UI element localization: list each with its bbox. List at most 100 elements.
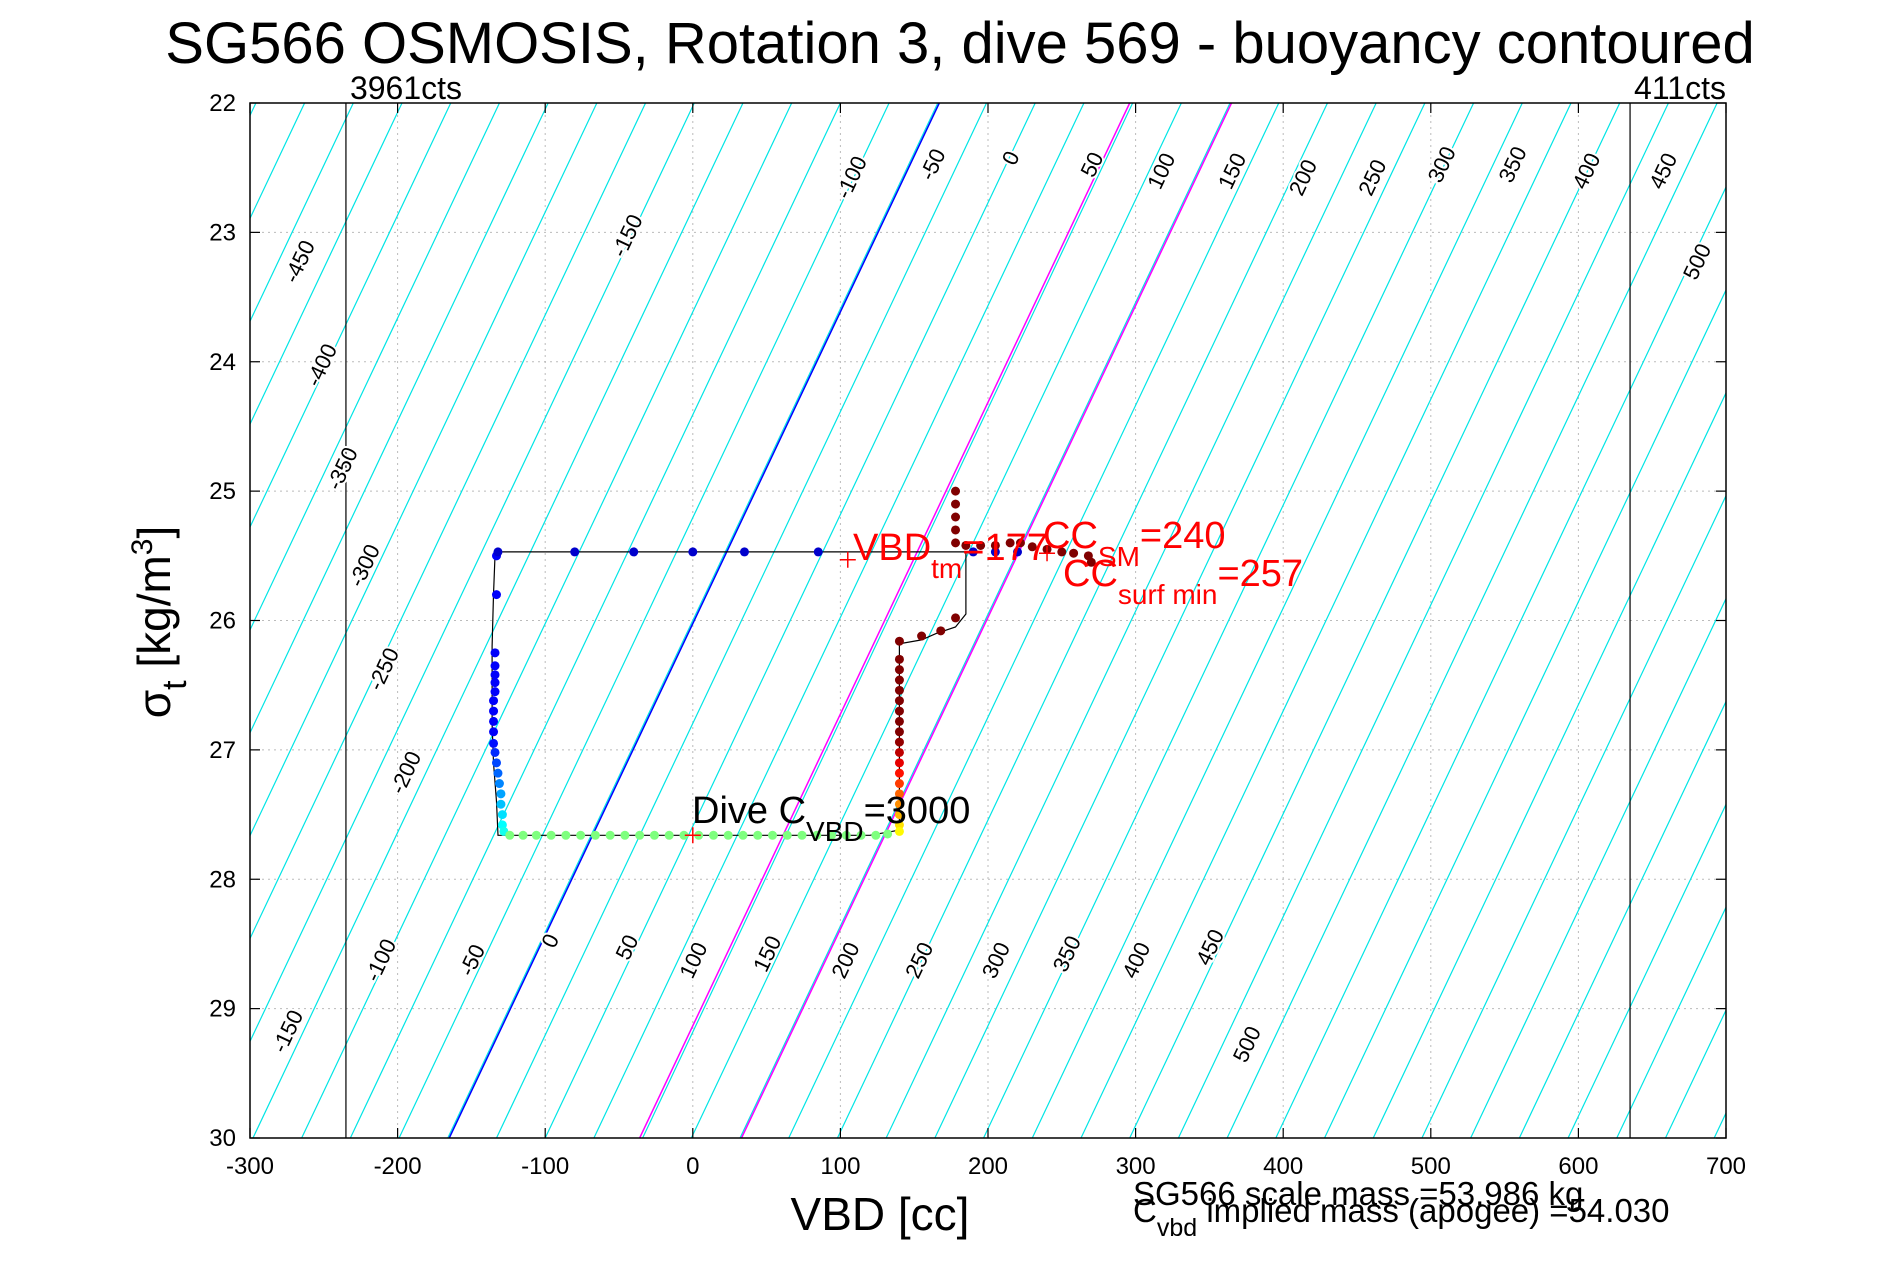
y-tick-label-8: 30 [209,1125,236,1152]
surface-sample-point [1013,547,1023,557]
y-tick-label-5: 27 [209,737,236,764]
descent-sample-point [894,789,904,799]
contour-line [250,103,354,323]
x-tick-label-7: 400 [1263,1153,1303,1180]
footer-implied-mass: Cvbd implied mass (apogee) =54.030 [1133,1192,1670,1242]
bottom-sample-point [605,830,615,840]
bottom-sample-point [856,830,866,840]
contour-label-top-11: 100 [1142,149,1180,193]
count-limit-label-0: 3961cts [350,70,462,106]
bottom-sample-point [590,830,600,840]
bottom-sample-point [841,830,851,840]
contour-line [1080,103,1572,1138]
contour-label-top-14: 250 [1353,155,1391,199]
contour-label-bottom-1: -100 [360,935,401,986]
bottom-sample-point [505,830,515,840]
contour-label-top-16: 350 [1493,143,1531,187]
bottom-sample-point [827,830,837,840]
bottom-sample-point [753,830,763,840]
x-tick-label-9: 600 [1558,1153,1598,1180]
annotation-vbd-tm: VBDtm=177 [853,527,1048,584]
x-tick-label-1: -200 [374,1153,422,1180]
surface-dark-sample-point [951,613,961,623]
contour-line [1616,905,1726,1138]
bottom-sample-point [576,830,586,840]
contour-line [1275,185,1726,1138]
surface-dark-sample-point [917,631,927,641]
contour-line [0,103,61,1138]
bottom-sample-point [782,830,792,840]
surface-dark-sample-point [951,538,961,548]
x-axis-label: VBD [cc] [791,1188,970,1240]
descent-sample-point [894,737,904,747]
contour-label-bottom-10: 350 [1048,932,1086,976]
descent-sample-point [894,727,904,737]
contour-line [495,103,988,1138]
bottom-sample-point [679,830,689,840]
grid [250,103,1726,1138]
contour-label-top-6: -150 [606,210,647,261]
ascent-sample-point [490,678,500,688]
contour-label-bottom-12: 450 [1191,925,1229,969]
contour-line [398,103,890,1138]
contour-line [301,103,793,1138]
surface-sample-point [493,547,503,557]
chart-title: SG566 OSMOSIS, Rotation 3, dive 569 - bu… [165,11,1754,76]
contour-zero-line [448,103,940,1138]
contour-labels: -450-400-350-300-250-200-150-100 -50 0 50 10… [265,141,1718,1069]
contour-label-bottom-3: 0 [536,930,564,952]
descent-sample-point [894,758,904,768]
surface-dark-sample-point [976,540,986,550]
contour-line [252,103,744,1138]
surface-dark-sample-point [990,540,1000,550]
y-tick-label-0: 22 [209,90,236,117]
contour-label-top-3: -300 [344,540,385,591]
descent-sample-point [894,696,904,706]
contour-line [1372,391,1726,1138]
ascent-sample-point [490,661,500,671]
descent-sample-point [894,810,904,820]
surface-sample-point [570,547,580,557]
x-tick-label-6: 300 [1116,1153,1156,1180]
contour-label-top-10: 50 [1075,148,1108,181]
surface-sample-point [990,547,1000,557]
descent-sample-point [894,675,904,685]
x-tick-label-4: 100 [820,1153,860,1180]
contour-line [1421,494,1726,1138]
ascent-sample-point [491,590,501,600]
contour-line [1812,103,1891,1138]
contour-line [983,103,1475,1138]
bottom-sample-point [812,830,822,840]
contour-line [1129,103,1621,1138]
contour-line [250,103,695,1043]
contour-line [739,103,1231,1138]
bottom-sample-point [708,830,718,840]
ascent-sample-point [490,747,500,757]
surface-sample-point [813,547,823,557]
descent-sample-point [894,665,904,675]
annotation-dive-cvbd: Dive CVBD=3000 [692,790,970,847]
bottom-sample-point [546,830,556,840]
contour-line [0,103,110,1138]
reference-markers [684,545,1056,844]
descent-sample-point [894,779,904,789]
surface-dark-sample-point [951,525,961,535]
ascent-sample-point [489,738,499,748]
bottom-sample-point [883,829,893,839]
surface-dark-sample-point [1015,538,1025,548]
ascent-sample-point [494,779,504,789]
contour-label-top-8: -50 [914,145,950,184]
contour-label-top-1: -400 [301,340,342,391]
surface-dark-sample-point [1069,548,1079,558]
surface-dark-sample-point [951,486,961,496]
ascent-sample-point [489,727,499,737]
contour-label-bottom-4: 50 [610,931,643,964]
contour-line [1323,288,1726,1138]
bottom-sample-point [635,830,645,840]
y-tick-label-1: 23 [209,219,236,246]
contour-highlight-line-200 [740,103,1233,1138]
reference-marker-2 [1039,545,1056,562]
surface-dark-sample-point [1057,547,1067,557]
x-tick-label-3: 0 [686,1153,699,1180]
descent-sample-point [894,820,904,830]
